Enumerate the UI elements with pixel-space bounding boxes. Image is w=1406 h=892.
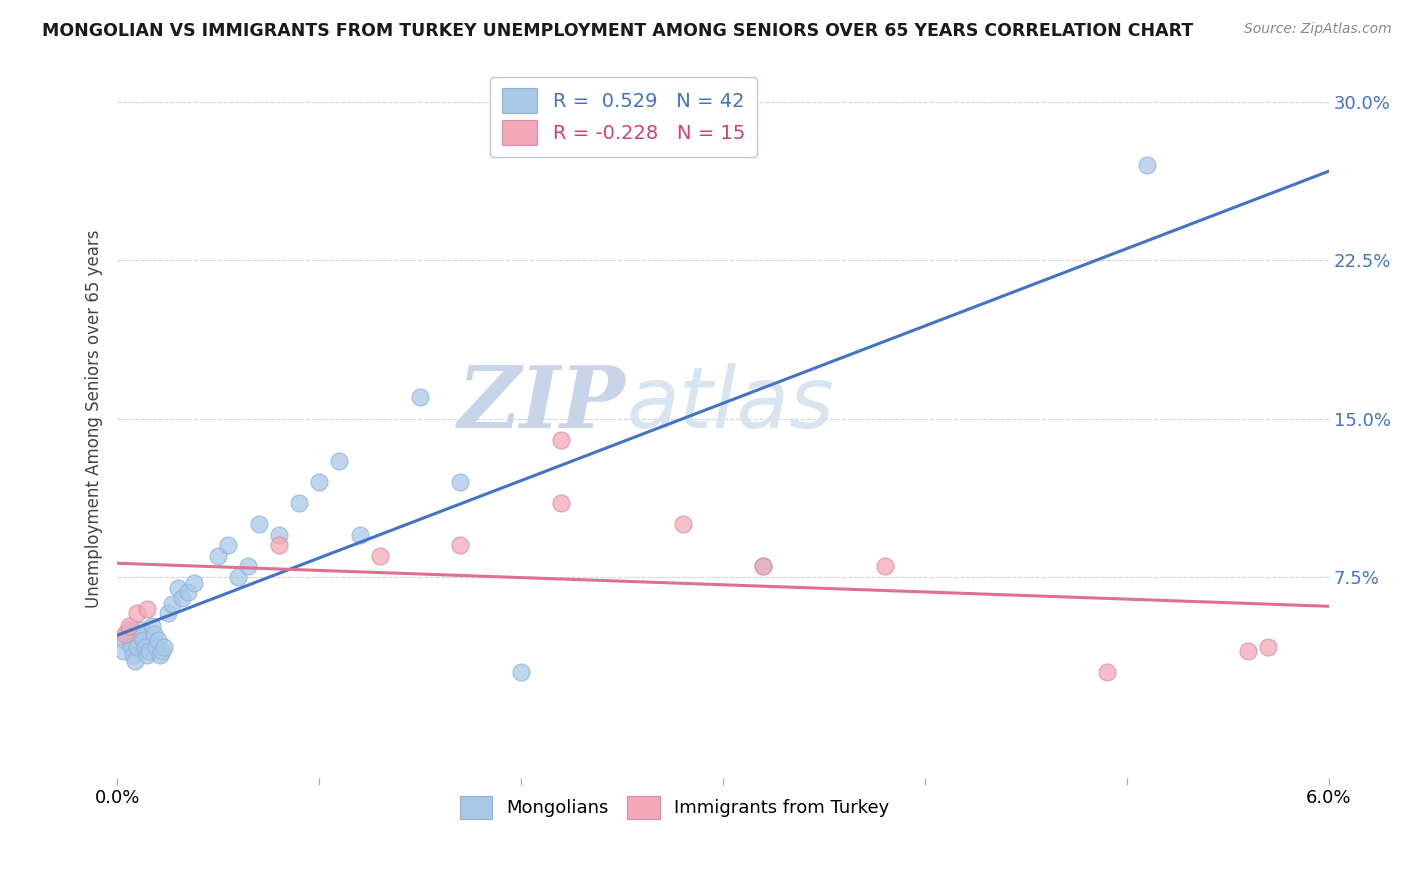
Point [152, 640, 174, 654]
Point [145, 640, 167, 654]
Point [207, 549, 229, 563]
Point [136, 601, 159, 615]
Point [128, 627, 150, 641]
Point [114, 633, 136, 648]
Y-axis label: Unemployment Among Seniors over 65 years: Unemployment Among Seniors over 65 years [86, 229, 103, 607]
Point [1136, 158, 1159, 172]
Point [368, 549, 391, 563]
Point [138, 644, 160, 658]
Point [873, 559, 896, 574]
Point [450, 475, 472, 489]
Point [150, 644, 173, 658]
Point [127, 640, 149, 654]
Point [752, 559, 775, 574]
Point [134, 640, 156, 654]
Point [238, 559, 260, 574]
Point [349, 527, 371, 541]
Point [752, 559, 775, 574]
Point [142, 627, 165, 641]
Point [124, 655, 146, 669]
Point [156, 606, 179, 620]
Point [118, 623, 141, 637]
Point [118, 618, 141, 632]
Point [160, 598, 183, 612]
Point [122, 648, 145, 662]
Point [328, 454, 350, 468]
Point [450, 538, 472, 552]
Legend: Mongolians, Immigrants from Turkey: Mongolians, Immigrants from Turkey [453, 789, 897, 826]
Point [117, 627, 139, 641]
Point [146, 633, 169, 648]
Point [288, 496, 311, 510]
Point [228, 570, 250, 584]
Text: Source: ZipAtlas.com: Source: ZipAtlas.com [1244, 22, 1392, 37]
Point [1257, 640, 1279, 654]
Point [114, 627, 136, 641]
Point [247, 517, 270, 532]
Point [217, 538, 239, 552]
Text: ZIP: ZIP [458, 362, 626, 446]
Point [550, 496, 572, 510]
Point [132, 633, 155, 648]
Point [141, 618, 163, 632]
Point [550, 433, 572, 447]
Point [510, 665, 533, 679]
Point [409, 391, 432, 405]
Point [120, 640, 142, 654]
Point [112, 644, 135, 658]
Point [671, 517, 693, 532]
Point [267, 538, 290, 552]
Text: atlas: atlas [626, 363, 834, 446]
Point [136, 648, 159, 662]
Point [149, 648, 172, 662]
Point [127, 606, 149, 620]
Point [170, 591, 193, 605]
Point [267, 527, 290, 541]
Point [1095, 665, 1118, 679]
Point [131, 623, 153, 637]
Point [166, 581, 188, 595]
Point [183, 576, 205, 591]
Point [1237, 644, 1260, 658]
Text: MONGOLIAN VS IMMIGRANTS FROM TURKEY UNEMPLOYMENT AMONG SENIORS OVER 65 YEARS COR: MONGOLIAN VS IMMIGRANTS FROM TURKEY UNEM… [42, 22, 1194, 40]
Point [308, 475, 330, 489]
Point [177, 584, 200, 599]
